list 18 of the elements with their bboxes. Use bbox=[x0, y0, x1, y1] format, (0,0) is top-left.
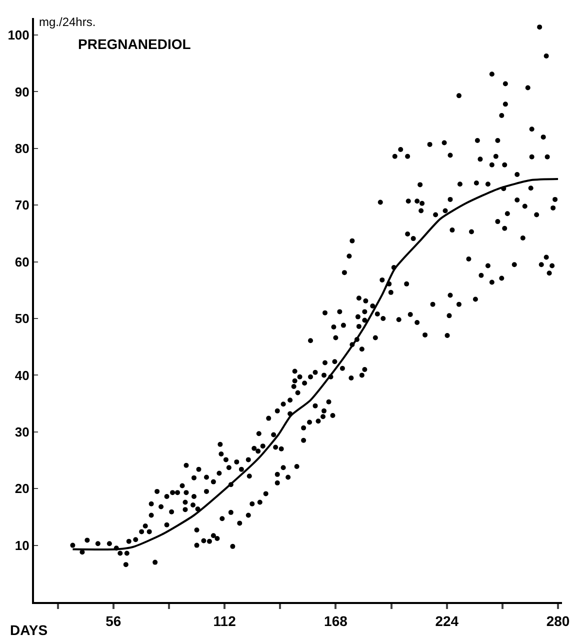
y-tick-label: 20 bbox=[14, 481, 30, 496]
y-tick-label: 30 bbox=[14, 424, 30, 440]
x-tick-label: 56 bbox=[106, 612, 122, 629]
y-tick-label: 100 bbox=[8, 28, 30, 43]
x-tick-label: 224 bbox=[435, 612, 459, 629]
y-axis-title: mg./24hrs. bbox=[39, 15, 96, 29]
x-tick-label: 112 bbox=[213, 612, 236, 629]
x-axis-title: DAYS bbox=[10, 622, 48, 638]
x-tick-label: 168 bbox=[324, 612, 348, 629]
y-tick-label: 90 bbox=[14, 84, 30, 100]
text: PREGNANEDIOL bbox=[78, 36, 192, 52]
x-tick-label: 280 bbox=[546, 612, 570, 629]
y-tick-label: 60 bbox=[14, 254, 30, 270]
y-tick-label: 80 bbox=[14, 140, 30, 156]
y-tick-label: 10 bbox=[14, 538, 30, 553]
y-tick-label: 40 bbox=[14, 368, 30, 383]
y-tick-label: 70 bbox=[14, 198, 30, 213]
y-tick-label: 50 bbox=[14, 311, 30, 326]
